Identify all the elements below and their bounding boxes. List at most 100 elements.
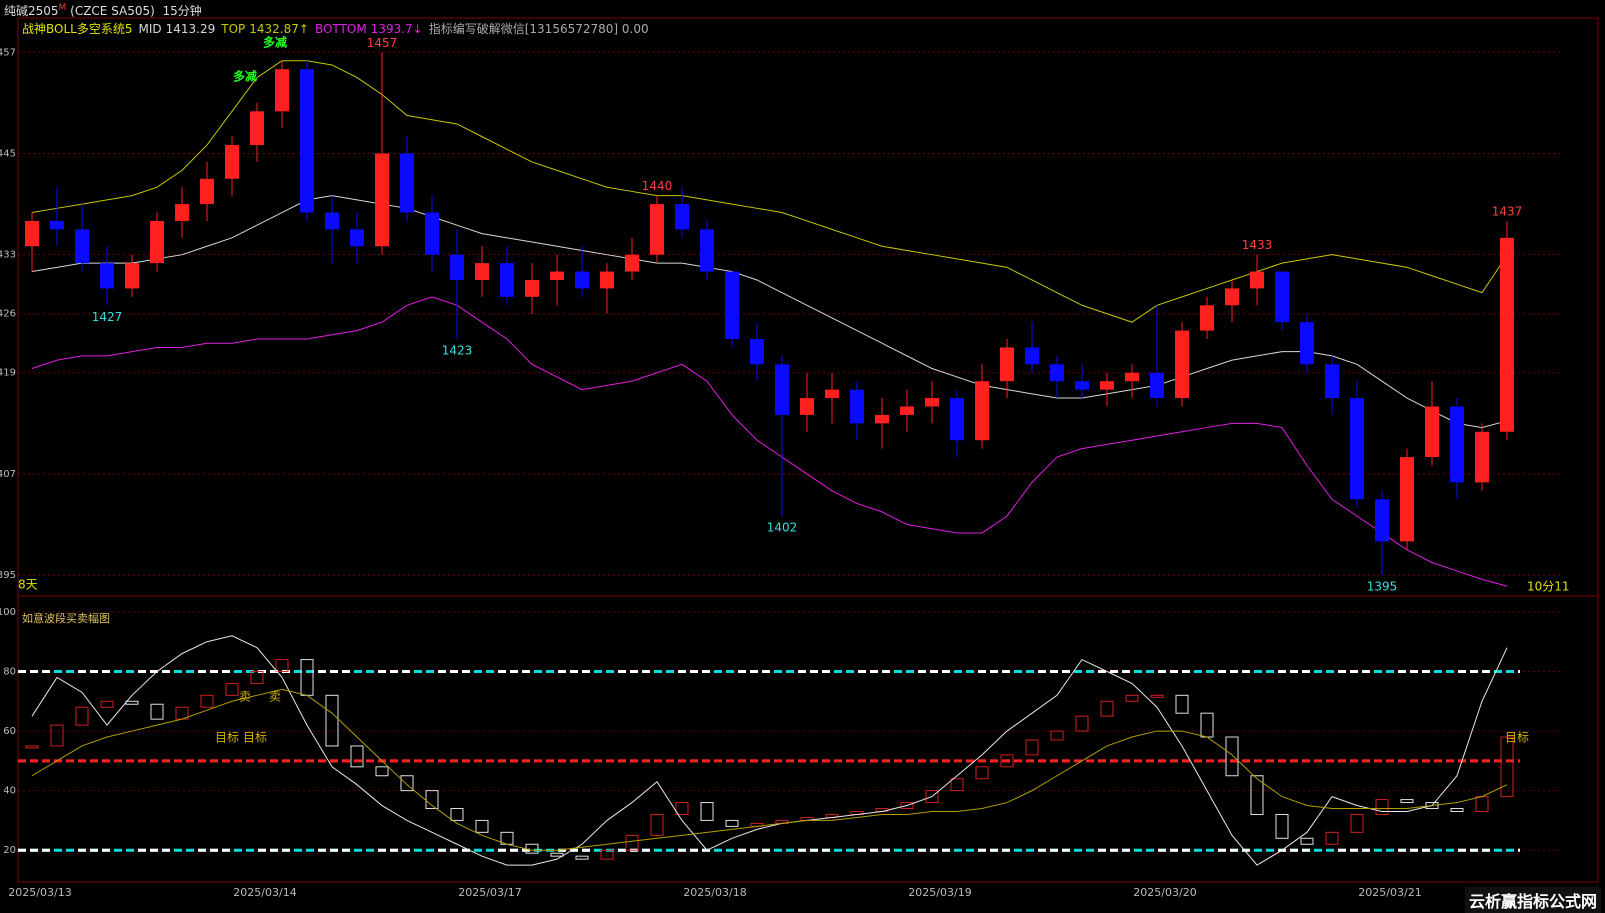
candle-body: [1200, 305, 1214, 331]
readout-name: MID: [138, 22, 162, 36]
price-label: 1423: [442, 344, 473, 358]
wave-box: [575, 855, 589, 860]
wave-box: [275, 659, 289, 672]
price-label: 1433: [1242, 238, 1273, 252]
candle-body: [325, 212, 339, 230]
wave-box: [1200, 712, 1214, 738]
sell: 卖: [239, 690, 251, 704]
wave-box: [1275, 813, 1289, 839]
candle-body: [500, 263, 514, 297]
candle-body: [475, 263, 489, 280]
wave-box: [50, 724, 64, 747]
frame: [17, 17, 1599, 597]
readout-name: TOP: [221, 22, 246, 36]
wave-box: [350, 745, 364, 768]
wave-box: [1025, 739, 1039, 756]
indicator-title[interactable]: 战神BOLL多空系统5: [22, 22, 133, 36]
candle-body: [1025, 347, 1039, 365]
candle-body: [100, 263, 114, 289]
candle-body: [750, 339, 764, 365]
price-label: 1395: [1367, 580, 1398, 594]
wave-box: [900, 802, 914, 810]
candle-body: [925, 398, 939, 407]
wave-box: [1350, 813, 1364, 833]
candle-body: [1225, 288, 1239, 306]
candle-body: [625, 254, 639, 272]
candle-body: [600, 271, 614, 289]
wave-box: [75, 706, 89, 726]
candle-body: [725, 271, 739, 340]
candle-body: [450, 254, 464, 280]
candle-body: [1450, 406, 1464, 483]
candle-body: [300, 69, 314, 213]
wave-box: [400, 775, 414, 792]
candle-body: [1175, 330, 1189, 399]
days: 8天: [18, 578, 38, 592]
target: 目标: [215, 731, 239, 745]
wave-box: [1175, 694, 1189, 714]
price-label: 1427: [92, 310, 123, 324]
wave-box: [650, 813, 664, 836]
wave-box: [225, 682, 239, 696]
wave-box: [700, 802, 714, 821]
readout-arrow: ↑: [298, 22, 309, 36]
candle-body: [950, 398, 964, 441]
candle-body: [425, 212, 439, 255]
candle-body: [650, 204, 664, 255]
candle-body: [175, 204, 189, 221]
wave-box: [1450, 808, 1464, 812]
candle-body: [75, 229, 89, 264]
price-label: 1437: [1492, 204, 1523, 218]
wave-box: [1100, 700, 1114, 717]
osc-line: [31, 688, 1508, 851]
y-tick-label: 1445: [0, 148, 16, 159]
candle-body: [1100, 381, 1114, 390]
x-tick-label: 2025/03/13: [8, 886, 71, 899]
wave-box: [550, 852, 564, 857]
wave-box: [925, 790, 939, 804]
price-label: 1457: [367, 36, 398, 50]
candle-body: [200, 178, 214, 205]
wave-box: [1150, 694, 1164, 698]
candle-body: [825, 389, 839, 399]
wave-box: [1425, 802, 1439, 810]
code: (CZCE SA505): [70, 4, 155, 18]
candle-body: [525, 279, 539, 297]
target: 目标: [243, 731, 267, 745]
wave-box: [200, 694, 214, 708]
signal: 多减: [263, 35, 287, 50]
wave-box: [1075, 715, 1089, 732]
target: 目标: [1505, 731, 1529, 745]
note: 指标编写破解微信[13156572780] 0.00: [428, 22, 649, 36]
candle-body: [850, 389, 864, 424]
wave-box: [1125, 694, 1139, 702]
price-label: 1402: [767, 521, 798, 535]
candle-body: [250, 111, 264, 146]
wave-box: [475, 819, 489, 833]
frame: [17, 595, 1599, 883]
wave-box: [1050, 730, 1064, 741]
signal: 多减: [233, 69, 257, 84]
candle-body: [900, 406, 914, 415]
y-tick-label: 1395: [0, 570, 16, 581]
wave-box: [150, 703, 164, 720]
oscillator-bar: 如意波段买卖幅图: [22, 610, 110, 626]
readout-value: 1393.7: [370, 22, 413, 36]
wave-box: [425, 790, 439, 810]
y-tick-label: 60: [3, 726, 16, 737]
watermark: 云析赢指标公式网: [1464, 887, 1601, 913]
period[interactable]: 15分钟: [162, 4, 202, 18]
candle-body: [150, 220, 164, 264]
candle-body: [550, 271, 564, 280]
candle-body: [350, 229, 364, 247]
flag: M: [58, 3, 67, 13]
wave-box: [1300, 837, 1314, 845]
wave-box: [1000, 754, 1014, 768]
readout-value: 1413.29: [165, 22, 216, 36]
wave-box: [625, 834, 639, 851]
oscillator-title[interactable]: 如意波段买卖幅图: [22, 612, 110, 625]
symbol: 纯碱2505: [4, 4, 59, 18]
time: 10分11: [1527, 580, 1570, 594]
x-tick-label: 2025/03/21: [1358, 886, 1421, 899]
